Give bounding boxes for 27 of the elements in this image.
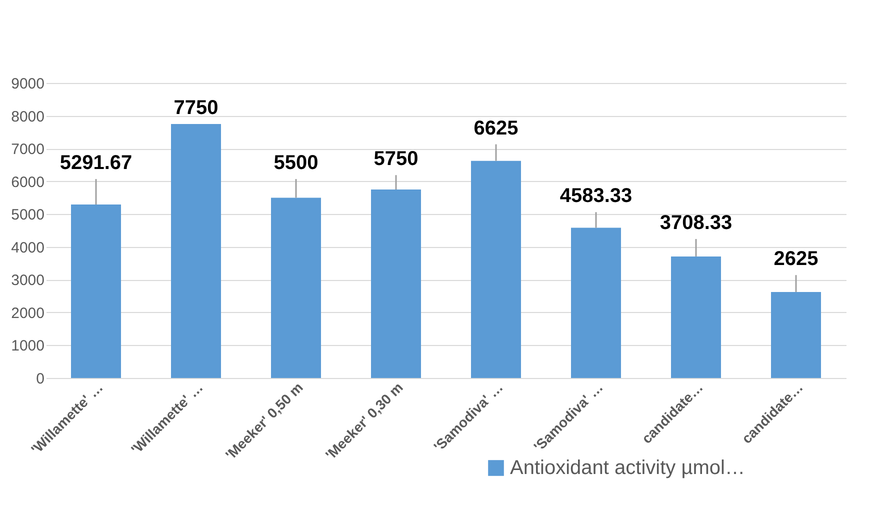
- bar: [271, 198, 321, 378]
- y-tick-label: 5000: [11, 206, 44, 224]
- data-label: 4583.33: [560, 185, 632, 208]
- data-label: 3708.33: [660, 212, 732, 234]
- y-tick-label: 6000: [11, 174, 44, 191]
- data-label: 6625: [474, 117, 518, 140]
- data-label: 2625: [774, 248, 818, 270]
- data-label: 5500: [274, 152, 318, 174]
- bar: [371, 190, 421, 378]
- data-label: 5291.67: [60, 152, 132, 174]
- bar: [771, 292, 821, 378]
- bar: [71, 204, 121, 378]
- y-tick-label: 9000: [11, 76, 44, 92]
- y-tick-label: 8000: [11, 108, 44, 126]
- y-tick-label: 2000: [11, 304, 44, 322]
- y-tick-label: 0: [36, 370, 44, 388]
- y-tick-label: 3000: [11, 272, 44, 290]
- y-tick-label: 7000: [11, 141, 44, 158]
- bar: [171, 124, 221, 378]
- y-tick-label: 1000: [11, 338, 44, 355]
- data-label: 7750: [174, 96, 218, 119]
- bar: [671, 256, 721, 378]
- legend-label: Antioxidant activity µmol…: [510, 457, 745, 479]
- bar: [471, 160, 521, 378]
- bar: [571, 228, 621, 378]
- y-tick-label: 4000: [11, 239, 44, 256]
- data-label: 5750: [374, 148, 418, 170]
